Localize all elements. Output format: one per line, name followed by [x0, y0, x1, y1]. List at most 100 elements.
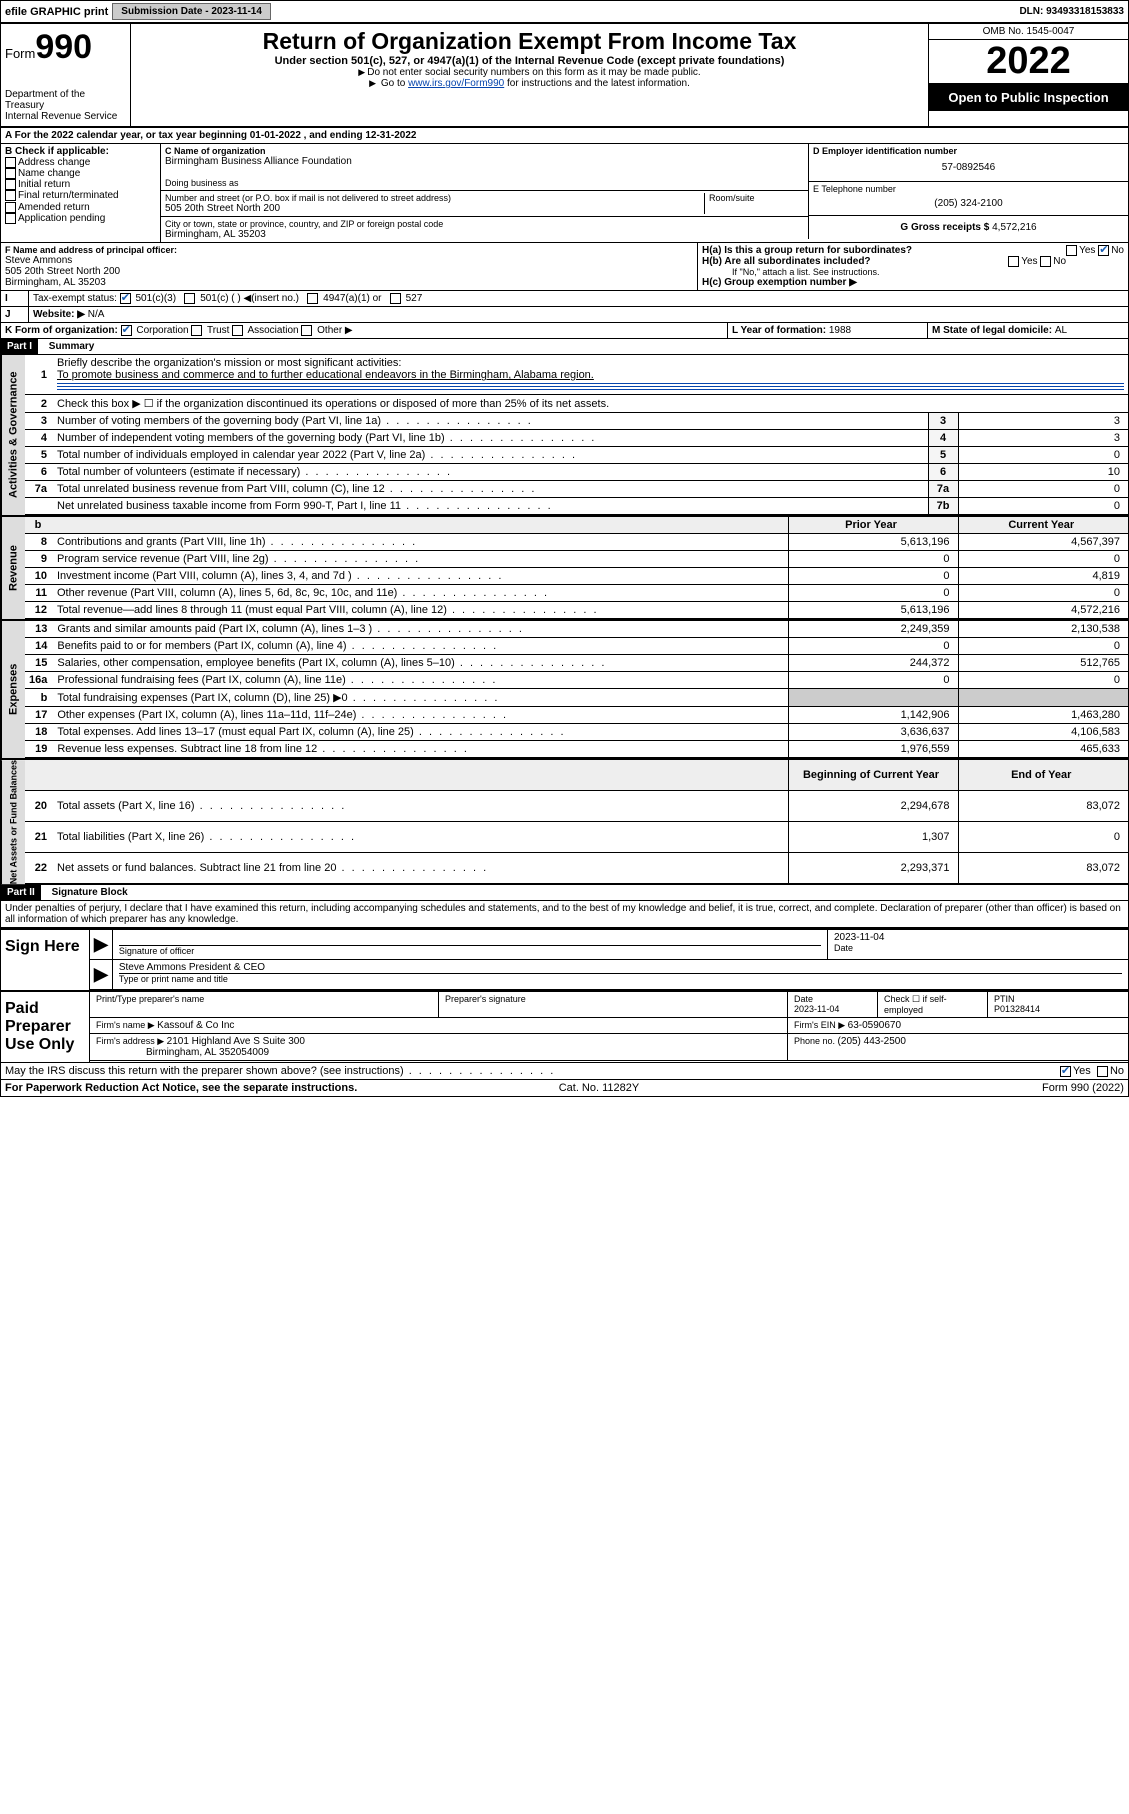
discuss-no[interactable]	[1097, 1066, 1108, 1077]
section-governance: Activities & Governance 1 Briefly descri…	[1, 355, 1128, 517]
gov-rows: 3Number of voting members of the governi…	[25, 413, 1128, 515]
year-formation: 1988	[829, 325, 851, 336]
chk-corp[interactable]	[121, 325, 132, 336]
section-b: B Check if applicable: Address change Na…	[1, 144, 161, 242]
chk-address[interactable]	[5, 157, 16, 168]
gross-receipts: 4,572,216	[992, 222, 1037, 233]
form-subtitle: Under section 501(c), 527, or 4947(a)(1)…	[139, 55, 920, 67]
table-row: 15Salaries, other compensation, employee…	[25, 655, 1128, 672]
line-a: A For the 2022 calendar year, or tax yea…	[1, 128, 1128, 144]
table-row: 7aTotal unrelated business revenue from …	[25, 481, 1128, 498]
mission: To promote business and commerce and to …	[57, 369, 594, 381]
irs-link[interactable]: www.irs.gov/Form990	[408, 78, 504, 89]
table-row: 17Other expenses (Part IX, column (A), l…	[25, 707, 1128, 724]
discuss-yes[interactable]	[1060, 1066, 1071, 1077]
line-klm: K Form of organization: Corporation Trus…	[1, 323, 1128, 339]
arrow-icon: ▶	[90, 960, 113, 989]
table-row: 9Program service revenue (Part VIII, lin…	[25, 551, 1128, 568]
table-row: 8Contributions and grants (Part VIII, li…	[25, 534, 1128, 551]
table-row: bTotal fundraising expenses (Part IX, co…	[25, 689, 1128, 707]
entity-info: B Check if applicable: Address change Na…	[1, 144, 1128, 243]
rev-rows: 8Contributions and grants (Part VIII, li…	[25, 534, 1128, 619]
table-row: 11Other revenue (Part VIII, column (A), …	[25, 585, 1128, 602]
section-revenue: Revenue bPrior YearCurrent Year 8Contrib…	[1, 517, 1128, 621]
page-footer: For Paperwork Reduction Act Notice, see …	[1, 1079, 1128, 1096]
dln: DLN: 93493318153833	[1019, 6, 1124, 17]
chk-501c[interactable]	[184, 293, 195, 304]
chk-501c3[interactable]	[120, 293, 131, 304]
exp-rows: 13Grants and similar amounts paid (Part …	[25, 621, 1128, 758]
arrow-icon: ▶	[90, 930, 113, 959]
table-row: 19Revenue less expenses. Subtract line 1…	[25, 741, 1128, 758]
org-city: Birmingham, AL 35203	[165, 229, 804, 240]
firm-ein: 63-0590670	[848, 1020, 901, 1031]
form-number: Form990	[5, 28, 126, 67]
ptin: P01328414	[994, 1004, 1040, 1014]
table-row: 6Total number of volunteers (estimate if…	[25, 464, 1128, 481]
ha-yes[interactable]	[1066, 245, 1077, 256]
domicile: AL	[1055, 325, 1067, 336]
chk-4947[interactable]	[307, 293, 318, 304]
irs-discuss: May the IRS discuss this return with the…	[1, 1063, 1128, 1079]
line-i: I Tax-exempt status: 501(c)(3) 501(c) ( …	[1, 291, 1128, 307]
hb-yes[interactable]	[1008, 256, 1019, 267]
chk-other[interactable]	[301, 325, 312, 336]
sign-date: 2023-11-04	[834, 932, 1122, 943]
top-bar: efile GRAPHIC print Submission Date - 20…	[1, 1, 1128, 24]
table-row: Net unrelated business taxable income fr…	[25, 498, 1128, 515]
firm-phone: (205) 443-2500	[838, 1036, 906, 1047]
part1-header: Part I Summary	[1, 339, 1128, 355]
chk-amended[interactable]	[5, 202, 16, 213]
org-name: Birmingham Business Alliance Foundation	[165, 156, 804, 167]
table-row: 16aProfessional fundraising fees (Part I…	[25, 672, 1128, 689]
omb-number: OMB No. 1545-0047	[929, 24, 1128, 40]
section-fh: F Name and address of principal officer:…	[1, 243, 1128, 291]
dept-treasury: Department of the Treasury	[5, 89, 126, 111]
firm-name: Kassouf & Co Inc	[157, 1020, 234, 1031]
open-public: Open to Public Inspection	[929, 84, 1128, 111]
chk-pending[interactable]	[5, 213, 16, 224]
officer-name: Steve Ammons	[5, 255, 693, 266]
paid-preparer: Paid Preparer Use Only Print/Type prepar…	[1, 990, 1128, 1063]
table-row: 20Total assets (Part X, line 16)2,294,67…	[25, 791, 1128, 822]
chk-initial[interactable]	[5, 179, 16, 190]
goto-link: Go to www.irs.gov/Form990 for instructio…	[139, 78, 920, 89]
tax-year: 2022	[929, 40, 1128, 84]
table-row: 22Net assets or fund balances. Subtract …	[25, 853, 1128, 884]
ein: 57-0892546	[813, 156, 1124, 179]
table-row: 5Total number of individuals employed in…	[25, 447, 1128, 464]
chk-final[interactable]	[5, 190, 16, 201]
dept-irs: Internal Revenue Service	[5, 111, 126, 122]
form-title: Return of Organization Exempt From Incom…	[139, 28, 920, 55]
section-c: C Name of organization Birmingham Busine…	[161, 144, 808, 242]
table-row: 3Number of voting members of the governi…	[25, 413, 1128, 430]
hb-no[interactable]	[1040, 256, 1051, 267]
section-expenses: Expenses 13Grants and similar amounts pa…	[1, 621, 1128, 760]
table-row: 21Total liabilities (Part X, line 26)1,3…	[25, 822, 1128, 853]
efile-label: efile GRAPHIC print	[5, 6, 108, 18]
table-row: 13Grants and similar amounts paid (Part …	[25, 621, 1128, 638]
ha-no[interactable]	[1098, 245, 1109, 256]
chk-name[interactable]	[5, 168, 16, 179]
table-row: 4Number of independent voting members of…	[25, 430, 1128, 447]
phone: (205) 324-2100	[813, 194, 1124, 213]
chk-assoc[interactable]	[232, 325, 243, 336]
section-de: D Employer identification number 57-0892…	[808, 144, 1128, 242]
chk-trust[interactable]	[191, 325, 202, 336]
sign-block: Sign Here ▶ Signature of officer 2023-11…	[1, 928, 1128, 990]
ssn-warning: Do not enter social security numbers on …	[139, 67, 920, 78]
declaration: Under penalties of perjury, I declare th…	[1, 901, 1128, 928]
net-rows: 20Total assets (Part X, line 16)2,294,67…	[25, 791, 1128, 884]
line-j: J Website: ▶ N/A	[1, 307, 1128, 323]
org-address: 505 20th Street North 200	[165, 203, 704, 214]
table-row: 18Total expenses. Add lines 13–17 (must …	[25, 724, 1128, 741]
table-row: 12Total revenue—add lines 8 through 11 (…	[25, 602, 1128, 619]
officer-sig: Steve Ammons President & CEO	[119, 962, 1122, 974]
chk-527[interactable]	[390, 293, 401, 304]
website: N/A	[88, 309, 105, 320]
table-row: 14Benefits paid to or for members (Part …	[25, 638, 1128, 655]
form-header: Form990 Department of the Treasury Inter…	[1, 24, 1128, 128]
submission-date-btn[interactable]: Submission Date - 2023-11-14	[112, 3, 271, 20]
section-netassets: Net Assets or Fund Balances Beginning of…	[1, 760, 1128, 885]
part2-header: Part II Signature Block	[1, 885, 1128, 901]
